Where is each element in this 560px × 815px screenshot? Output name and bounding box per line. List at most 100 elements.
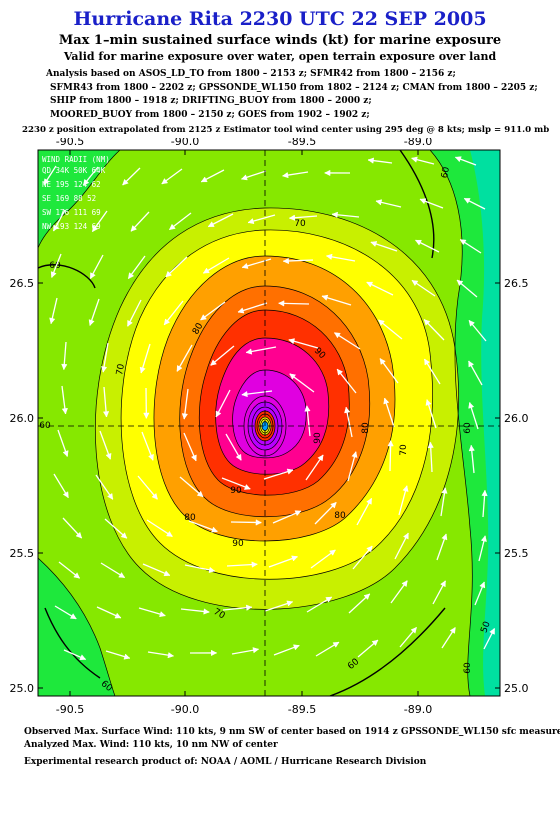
contour-label: 80: [184, 513, 196, 523]
wind-vector: [142, 563, 171, 577]
left-axis: 26.5 26.0 25.5 25.0: [10, 277, 35, 695]
wind-vector: [419, 198, 444, 209]
wind-vector: [264, 600, 294, 612]
contour-label: 60: [39, 421, 51, 431]
wind-vector: [237, 302, 268, 314]
lat-tick-label: 25.0: [504, 682, 529, 695]
lon-tick-label: -90.0: [171, 703, 199, 716]
wind-vector: [62, 517, 83, 539]
wind-vector: [278, 300, 310, 307]
lon-tick-label: -89.0: [404, 703, 432, 716]
wind-vector: [52, 209, 66, 232]
wind-vector: [53, 473, 69, 499]
wind-vector: [289, 373, 315, 393]
wind-vector: [57, 429, 69, 458]
contour-label: 70: [399, 444, 409, 456]
wind-vector: [423, 358, 441, 385]
wind-vector: [481, 489, 488, 518]
wind-vector: [325, 253, 356, 262]
wind-vector: [105, 650, 131, 660]
lat-tick-label: 26.0: [10, 412, 35, 425]
lat-tick-label: 25.5: [10, 547, 35, 560]
wind-vector: [147, 651, 175, 659]
lat-tick-label: 25.5: [504, 547, 529, 560]
wind-vector: [306, 596, 333, 613]
analyzed-max-wind: Analyzed Max. Wind: 110 kts, 10 nm NW of…: [24, 740, 278, 750]
wind-vector: [143, 387, 150, 419]
wind-vector: [58, 561, 81, 579]
wind-vector: [348, 593, 371, 614]
wind-vector: [366, 281, 394, 296]
wind-vector: [333, 332, 361, 350]
wind-vector: [165, 256, 188, 278]
wind-vector: [272, 510, 302, 524]
wind-vector: [305, 454, 324, 481]
lon-tick-label: -90.5: [56, 703, 84, 716]
contour-60-west: [38, 264, 96, 289]
analysis-line: SHIP from 1800 – 1918 z; DRIFTING_BUOY f…: [50, 96, 372, 106]
wind-vector: [415, 239, 440, 253]
wind-vector: [398, 485, 409, 516]
wind-vector: [139, 343, 151, 374]
wind-field-map: 6070809060708090706090807060809060605060…: [10, 138, 529, 716]
wind-vector: [379, 358, 399, 384]
wind-vector: [138, 607, 166, 618]
wind-vector: [387, 440, 394, 472]
wind-vector: [100, 562, 126, 579]
lon-tick-label: -89.5: [288, 703, 316, 716]
observed-max-wind: Observed Max. Surface Wind: 110 kts, 9 n…: [24, 727, 560, 737]
wind-vector: [423, 319, 445, 341]
wind-vector: [370, 241, 398, 252]
wind-vector: [241, 390, 273, 398]
lat-tick-label: 26.5: [504, 277, 529, 290]
wind-vector: [207, 213, 234, 228]
wind-vector: [226, 561, 258, 568]
wind-vector: [54, 605, 77, 620]
wind-vector: [324, 169, 351, 177]
wind-vector: [61, 341, 68, 371]
contour-label: 80: [361, 422, 371, 434]
wind-vector: [43, 165, 57, 186]
wind-vector: [282, 257, 314, 265]
wind-vector: [463, 197, 486, 210]
lon-tick-label: -89.0: [404, 138, 432, 148]
wind-vector: [468, 444, 475, 474]
wind-vector: [468, 360, 483, 386]
wind-vector: [188, 520, 219, 533]
lat-tick-label: 26.5: [10, 277, 35, 290]
wind-vector: [282, 171, 309, 179]
analysis-line: SFMR43 from 1800 – 2202 z; GPSSONDE_WL15…: [50, 82, 538, 93]
wind-vector: [411, 156, 435, 165]
analysis-line: Analysis based on ASOS_LD_TO from 1800 –…: [46, 69, 456, 79]
wind-vector: [441, 627, 456, 649]
wind-vector: [263, 468, 294, 480]
wind-vector: [225, 433, 242, 461]
contour-label: 60: [463, 662, 473, 674]
wind-vector: [456, 279, 478, 298]
contour-label: 90: [230, 486, 242, 496]
wind-vector: [122, 167, 141, 186]
wind-vector: [347, 451, 358, 482]
contour-label: 60: [463, 422, 473, 434]
lat-tick-label: 25.0: [10, 682, 35, 695]
contour-60-sw: [44, 607, 101, 679]
wind-vector: [104, 518, 128, 539]
wind-vector: [126, 299, 142, 327]
wind-vector: [102, 386, 110, 418]
wind-vector: [184, 564, 216, 573]
wind-vector: [146, 519, 173, 538]
wind-vector: [183, 432, 197, 462]
wind-vector: [478, 535, 487, 562]
wind-vector: [180, 608, 210, 615]
wind-vector: [82, 166, 99, 186]
radii-row-se: SE 169 88 52: [42, 194, 96, 203]
analysis-sources: Analysis based on ASOS_LD_TO from 1800 –…: [46, 68, 538, 122]
wind-vector: [357, 639, 379, 658]
wind-vector: [210, 345, 235, 366]
contour-label: 70: [115, 363, 127, 376]
wind-vector: [230, 519, 262, 526]
wind-vector: [63, 649, 87, 661]
wind-vector: [141, 431, 154, 461]
wind-vector: [241, 258, 272, 269]
